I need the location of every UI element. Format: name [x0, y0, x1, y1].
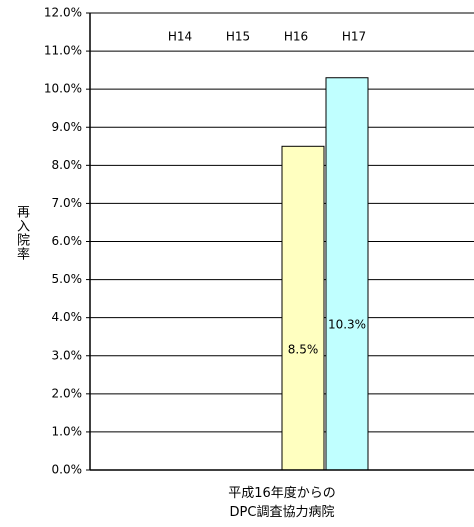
y-tick-label: 5.0% — [52, 272, 83, 286]
y-tick-label: 8.0% — [52, 158, 83, 172]
y-tick-label: 2.0% — [52, 386, 83, 400]
legend-label: H14 — [168, 30, 192, 44]
y-axis-label: 再入院率 — [14, 205, 29, 261]
y-tick-label: 7.0% — [52, 196, 83, 210]
legend-label: H15 — [226, 30, 250, 44]
y-tick-label: 6.0% — [52, 234, 83, 248]
legend-label: H17 — [342, 30, 366, 44]
y-tick-label: 3.0% — [52, 348, 83, 362]
y-tick-label: 9.0% — [52, 120, 83, 134]
bar — [325, 77, 369, 471]
y-tick-label: 0.0% — [52, 463, 83, 477]
x-category-label: 平成16年度からの DPC調査協力病院 — [228, 486, 336, 520]
value-label: 10.3% — [328, 317, 366, 331]
y-tick-label: 4.0% — [52, 310, 83, 324]
y-tick-label: 1.0% — [52, 424, 83, 438]
y-tick-label: 11.0% — [44, 44, 82, 58]
legend-label: H16 — [284, 30, 308, 44]
bar — [281, 145, 325, 471]
y-tick-label: 12.0% — [44, 6, 82, 20]
y-tick-label: 10.0% — [44, 82, 82, 96]
value-label: 8.5% — [288, 343, 319, 357]
